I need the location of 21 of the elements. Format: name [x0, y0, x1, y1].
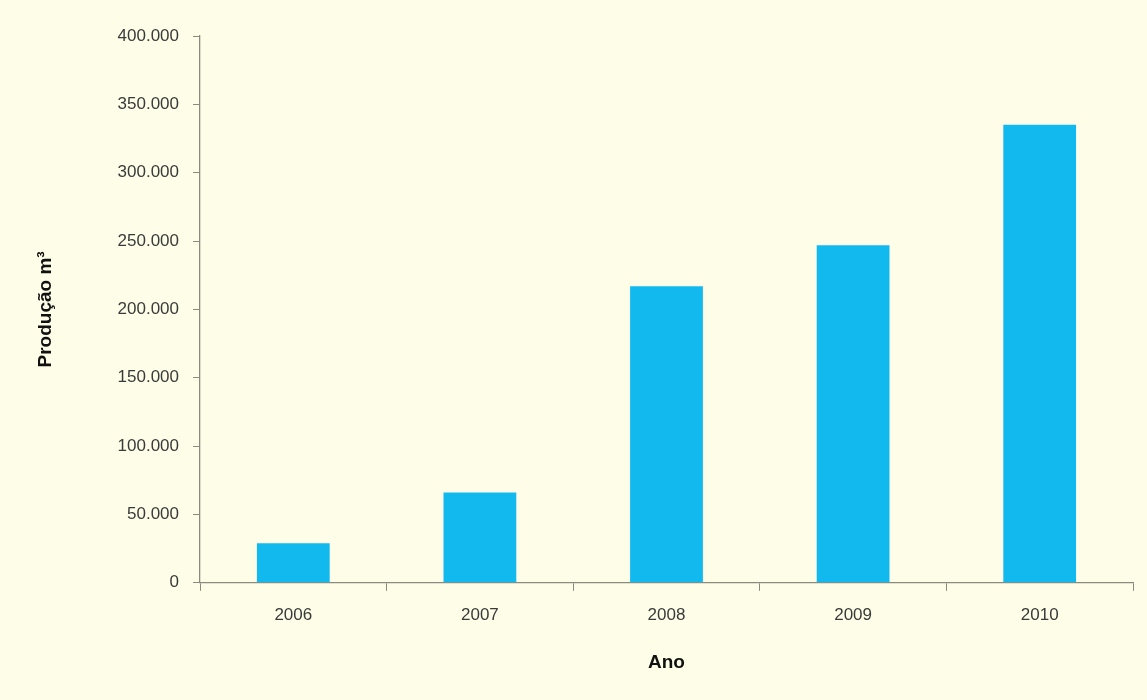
bar	[443, 492, 517, 583]
y-tick-label: 50.000	[127, 504, 179, 524]
y-axis-title: Produção m³	[33, 251, 55, 368]
x-axis-title: Ano	[648, 650, 685, 672]
x-tick-label: 2008	[647, 604, 686, 624]
x-tick-label: 2006	[274, 604, 313, 624]
y-tick-label: 250.000	[117, 230, 179, 250]
y-tick-label: 350.000	[117, 94, 179, 114]
bar	[816, 245, 890, 583]
x-tick-label: 2009	[834, 604, 873, 624]
y-tick-label: 200.000	[117, 299, 179, 319]
y-tick-label: 150.000	[117, 367, 179, 387]
x-tick-label: 2007	[460, 604, 499, 624]
bar	[256, 543, 330, 583]
y-tick-label: 400.000	[117, 25, 179, 45]
y-tick-label: 0	[169, 572, 179, 592]
y-tick-label: 100.000	[117, 435, 179, 455]
y-tick-label: 300.000	[117, 162, 179, 182]
bar	[630, 286, 703, 583]
x-tick-label: 2010	[1020, 604, 1059, 624]
bar	[1003, 124, 1077, 583]
